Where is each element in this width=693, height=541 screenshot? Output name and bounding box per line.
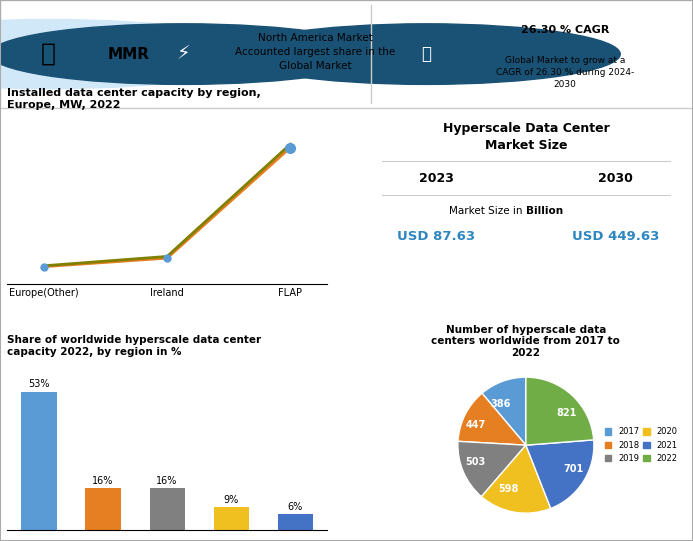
Text: 🌐: 🌐 — [41, 42, 56, 66]
Bar — [277, 514, 313, 530]
Text: Installed data center capacity by region,
Europe, MW, 2022: Installed data center capacity by region… — [7, 89, 261, 110]
Wedge shape — [482, 377, 526, 445]
Title: Number of hyperscale data
centers worldwide from 2017 to
2022: Number of hyperscale data centers worldw… — [432, 325, 620, 358]
Wedge shape — [526, 440, 594, 509]
Circle shape — [232, 24, 620, 84]
Bar — [213, 506, 249, 530]
Text: 2023: 2023 — [419, 171, 454, 184]
Wedge shape — [458, 441, 526, 497]
Text: 9%: 9% — [223, 494, 238, 505]
Text: 503: 503 — [465, 458, 485, 467]
Text: 6%: 6% — [288, 503, 303, 512]
Bar — [85, 489, 121, 530]
Text: Hyperscale Data Center
Market Size: Hyperscale Data Center Market Size — [443, 122, 609, 152]
Text: 26.30 % CAGR: 26.30 % CAGR — [520, 25, 609, 35]
Text: 821: 821 — [556, 408, 577, 418]
Text: Market Size in: Market Size in — [449, 206, 526, 215]
Text: ⚡: ⚡ — [177, 44, 191, 64]
Text: 598: 598 — [498, 484, 518, 494]
Circle shape — [0, 24, 378, 84]
Text: 447: 447 — [466, 420, 486, 431]
Text: 16%: 16% — [92, 476, 114, 486]
Text: MMR: MMR — [107, 47, 150, 62]
Bar — [21, 392, 57, 530]
Circle shape — [0, 19, 270, 89]
Text: 386: 386 — [491, 399, 511, 408]
Text: Billion: Billion — [526, 206, 563, 215]
Text: USD 87.63: USD 87.63 — [397, 229, 475, 242]
Text: 16%: 16% — [157, 476, 178, 486]
FancyBboxPatch shape — [0, 0, 693, 108]
Wedge shape — [526, 377, 594, 445]
Text: 53%: 53% — [28, 379, 50, 390]
Bar — [150, 489, 185, 530]
Legend: 2017, 2018, 2019, 2020, 2021, 2022: 2017, 2018, 2019, 2020, 2021, 2022 — [602, 424, 681, 466]
Text: 🔥: 🔥 — [421, 45, 431, 63]
Text: 701: 701 — [563, 464, 584, 473]
Text: North America Market
Accounted largest share in the
Global Market: North America Market Accounted largest s… — [235, 33, 396, 71]
Text: Share of worldwide hyperscale data center
capacity 2022, by region in %: Share of worldwide hyperscale data cente… — [7, 335, 261, 357]
Wedge shape — [482, 445, 551, 513]
Text: USD 449.63: USD 449.63 — [572, 229, 659, 242]
Text: Global Market to grow at a
CAGR of 26.30 % during 2024-
2030: Global Market to grow at a CAGR of 26.30… — [495, 56, 634, 89]
Wedge shape — [458, 393, 526, 445]
Text: 2030: 2030 — [598, 171, 633, 184]
